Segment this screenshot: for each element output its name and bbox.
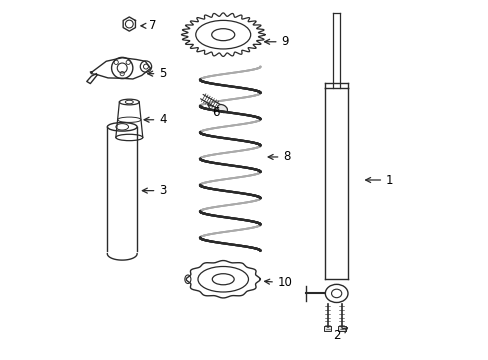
Text: 10: 10 <box>264 276 292 289</box>
Text: 8: 8 <box>267 150 290 163</box>
Bar <box>338 327 345 331</box>
Text: 6: 6 <box>207 104 220 119</box>
Text: 2: 2 <box>332 328 347 342</box>
Text: 4: 4 <box>144 113 166 126</box>
Text: 5: 5 <box>147 67 166 80</box>
Bar <box>324 327 331 331</box>
Ellipse shape <box>217 104 227 113</box>
Text: 9: 9 <box>264 35 288 48</box>
Text: 3: 3 <box>142 184 166 197</box>
Text: 1: 1 <box>365 174 393 186</box>
Text: 7: 7 <box>141 19 156 32</box>
